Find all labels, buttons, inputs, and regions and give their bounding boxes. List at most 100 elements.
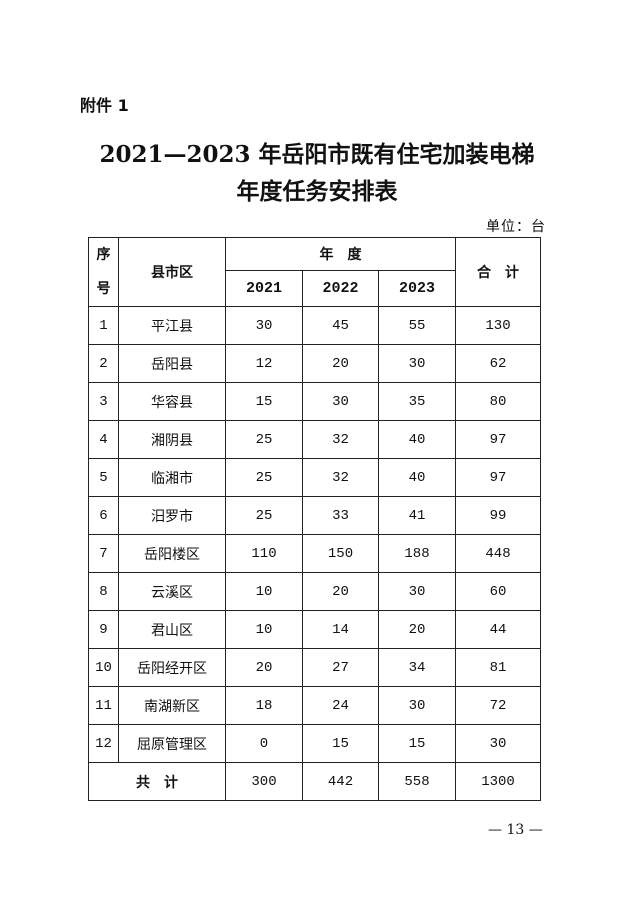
header-year-row: 2021 2022 2023 xyxy=(89,269,541,308)
cell-region: 岳阳楼区 xyxy=(118,534,226,573)
table-row: 2 岳阳县 12 20 30 62 xyxy=(88,344,541,383)
cell-seq: 6 xyxy=(88,496,119,535)
cell-2023: 41 xyxy=(378,496,456,535)
cell-2022: 32 xyxy=(302,458,379,497)
unit-label: 单位：台 xyxy=(486,219,546,235)
header-total: 合 计 xyxy=(455,237,541,307)
table-row: 11 南湖新区 18 24 30 72 xyxy=(88,686,541,725)
table-row: 6 汨罗市 25 33 41 99 xyxy=(88,496,541,535)
cell-2023: 40 xyxy=(378,458,456,497)
cell-total: 60 xyxy=(455,572,541,611)
sum-row: 共 计 300 442 558 1300 xyxy=(88,762,541,801)
cell-region: 湘阴县 xyxy=(118,420,226,459)
header-year-group: 年 度 xyxy=(225,237,456,271)
cell-2022: 32 xyxy=(302,420,379,459)
cell-total: 130 xyxy=(455,306,541,345)
cell-region: 屈原管理区 xyxy=(118,724,226,763)
page-number: — 13 — xyxy=(488,822,543,838)
cell-2022: 45 xyxy=(302,306,379,345)
cell-2022: 20 xyxy=(302,572,379,611)
cell-total: 80 xyxy=(455,382,541,421)
cell-2021: 0 xyxy=(225,724,303,763)
cell-region: 汨罗市 xyxy=(118,496,226,535)
cell-2023: 20 xyxy=(378,610,456,649)
cell-2021: 25 xyxy=(225,420,303,459)
cell-seq: 7 xyxy=(88,534,119,573)
cell-region: 南湖新区 xyxy=(118,686,226,725)
cell-2021: 30 xyxy=(225,306,303,345)
header-year-2022: 2022 xyxy=(302,269,379,308)
document-title-line1: 2021—2023 年岳阳市既有住宅加装电梯 xyxy=(99,141,535,168)
cell-seq: 2 xyxy=(88,344,119,383)
sum-v2022: 442 xyxy=(302,762,379,801)
cell-2023: 30 xyxy=(378,344,456,383)
attachment-label: 附件 1 xyxy=(80,96,129,115)
cell-2023: 40 xyxy=(378,420,456,459)
cell-total: 30 xyxy=(455,724,541,763)
cell-seq: 10 xyxy=(88,648,119,687)
cell-2023: 30 xyxy=(378,572,456,611)
cell-region: 华容县 xyxy=(118,382,226,421)
cell-seq: 1 xyxy=(88,306,119,345)
cell-2021: 20 xyxy=(225,648,303,687)
cell-2021: 15 xyxy=(225,382,303,421)
header-year-2021: 2021 xyxy=(225,269,303,308)
cell-total: 72 xyxy=(455,686,541,725)
cell-2021: 12 xyxy=(225,344,303,383)
cell-seq: 12 xyxy=(88,724,119,763)
cell-region: 云溪区 xyxy=(118,572,226,611)
table-row: 9 君山区 10 14 20 44 xyxy=(88,610,541,649)
sum-total: 1300 xyxy=(455,762,541,801)
cell-2021: 25 xyxy=(225,458,303,497)
cell-2023: 188 xyxy=(378,534,456,573)
cell-2022: 20 xyxy=(302,344,379,383)
cell-2022: 24 xyxy=(302,686,379,725)
sum-v2023: 558 xyxy=(378,762,456,801)
table-row: 10 岳阳经开区 20 27 34 81 xyxy=(88,648,541,687)
cell-2021: 18 xyxy=(225,686,303,725)
cell-region: 岳阳县 xyxy=(118,344,226,383)
cell-2021: 110 xyxy=(225,534,303,573)
cell-2023: 55 xyxy=(378,306,456,345)
cell-2021: 10 xyxy=(225,610,303,649)
task-table: 序号 县市区 年 度 合 计 2021 2022 2023 1 平江县 30 45 55… xyxy=(88,237,541,801)
cell-2022: 33 xyxy=(302,496,379,535)
document-title-line2: 年度任务安排表 xyxy=(236,178,398,205)
cell-seq: 4 xyxy=(88,420,119,459)
table-row: 12 屈原管理区 0 15 15 30 xyxy=(88,724,541,763)
table-row: 1 平江县 30 45 55 130 xyxy=(88,306,541,345)
cell-total: 81 xyxy=(455,648,541,687)
cell-2023: 15 xyxy=(378,724,456,763)
sum-label: 共 计 xyxy=(88,762,226,801)
table-row: 7 岳阳楼区 110 150 188 448 xyxy=(88,534,541,573)
header-row: 序号 县市区 年 度 合 计 xyxy=(88,237,541,307)
cell-total: 448 xyxy=(455,534,541,573)
cell-2022: 30 xyxy=(302,382,379,421)
cell-region: 平江县 xyxy=(118,306,226,345)
cell-2022: 150 xyxy=(302,534,379,573)
cell-region: 岳阳经开区 xyxy=(118,648,226,687)
cell-2023: 30 xyxy=(378,686,456,725)
cell-total: 62 xyxy=(455,344,541,383)
table-row: 4 湘阴县 25 32 40 97 xyxy=(88,420,541,459)
header-region: 县市区 xyxy=(118,237,226,307)
cell-seq: 5 xyxy=(88,458,119,497)
cell-seq: 8 xyxy=(88,572,119,611)
cell-seq: 3 xyxy=(88,382,119,421)
cell-2022: 15 xyxy=(302,724,379,763)
cell-2021: 10 xyxy=(225,572,303,611)
cell-region: 君山区 xyxy=(118,610,226,649)
cell-region: 临湘市 xyxy=(118,458,226,497)
cell-total: 97 xyxy=(455,458,541,497)
table-row: 5 临湘市 25 32 40 97 xyxy=(88,458,541,497)
table-row: 8 云溪区 10 20 30 60 xyxy=(88,572,541,611)
cell-total: 44 xyxy=(455,610,541,649)
cell-2021: 25 xyxy=(225,496,303,535)
sum-v2021: 300 xyxy=(225,762,303,801)
cell-2023: 35 xyxy=(378,382,456,421)
table-row: 3 华容县 15 30 35 80 xyxy=(88,382,541,421)
header-year-2023: 2023 xyxy=(378,269,456,308)
cell-seq: 9 xyxy=(88,610,119,649)
cell-2022: 27 xyxy=(302,648,379,687)
cell-total: 99 xyxy=(455,496,541,535)
